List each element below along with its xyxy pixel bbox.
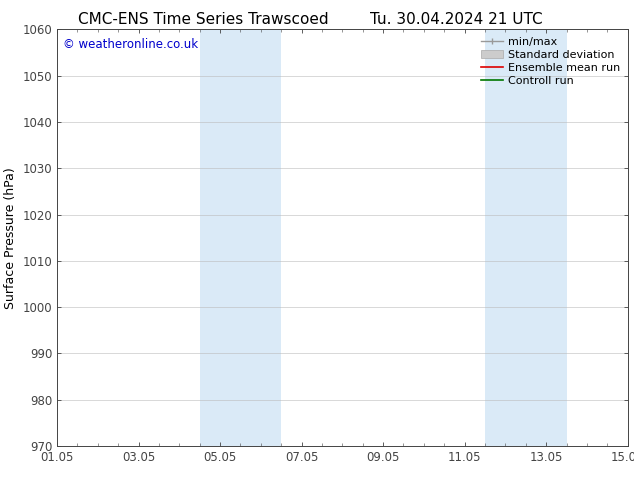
Bar [485,29,567,446]
Legend: min/max, Standard deviation, Ensemble mean run, Controll run: min/max, Standard deviation, Ensemble me… [479,35,622,88]
Bar [200,29,281,446]
Y-axis label: Surface Pressure (hPa): Surface Pressure (hPa) [4,167,17,309]
Text: Tu. 30.04.2024 21 UTC: Tu. 30.04.2024 21 UTC [370,12,543,27]
Text: © weatheronline.co.uk: © weatheronline.co.uk [63,38,198,51]
Text: CMC-ENS Time Series Trawscoed: CMC-ENS Time Series Trawscoed [77,12,328,27]
